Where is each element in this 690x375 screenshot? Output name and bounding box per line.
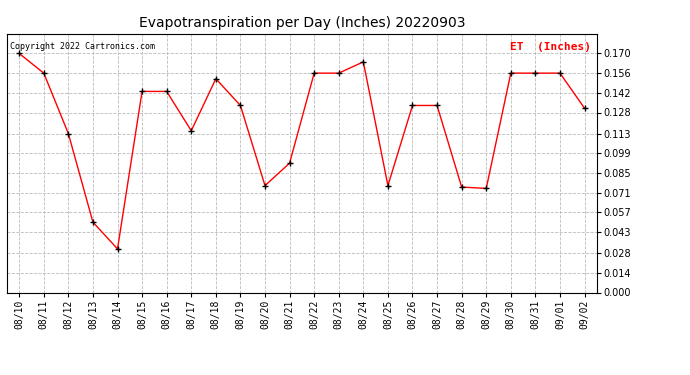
Title: Evapotranspiration per Day (Inches) 20220903: Evapotranspiration per Day (Inches) 2022… <box>139 16 465 30</box>
Text: ET  (Inches): ET (Inches) <box>510 42 591 51</box>
Text: Copyright 2022 Cartronics.com: Copyright 2022 Cartronics.com <box>10 42 155 51</box>
